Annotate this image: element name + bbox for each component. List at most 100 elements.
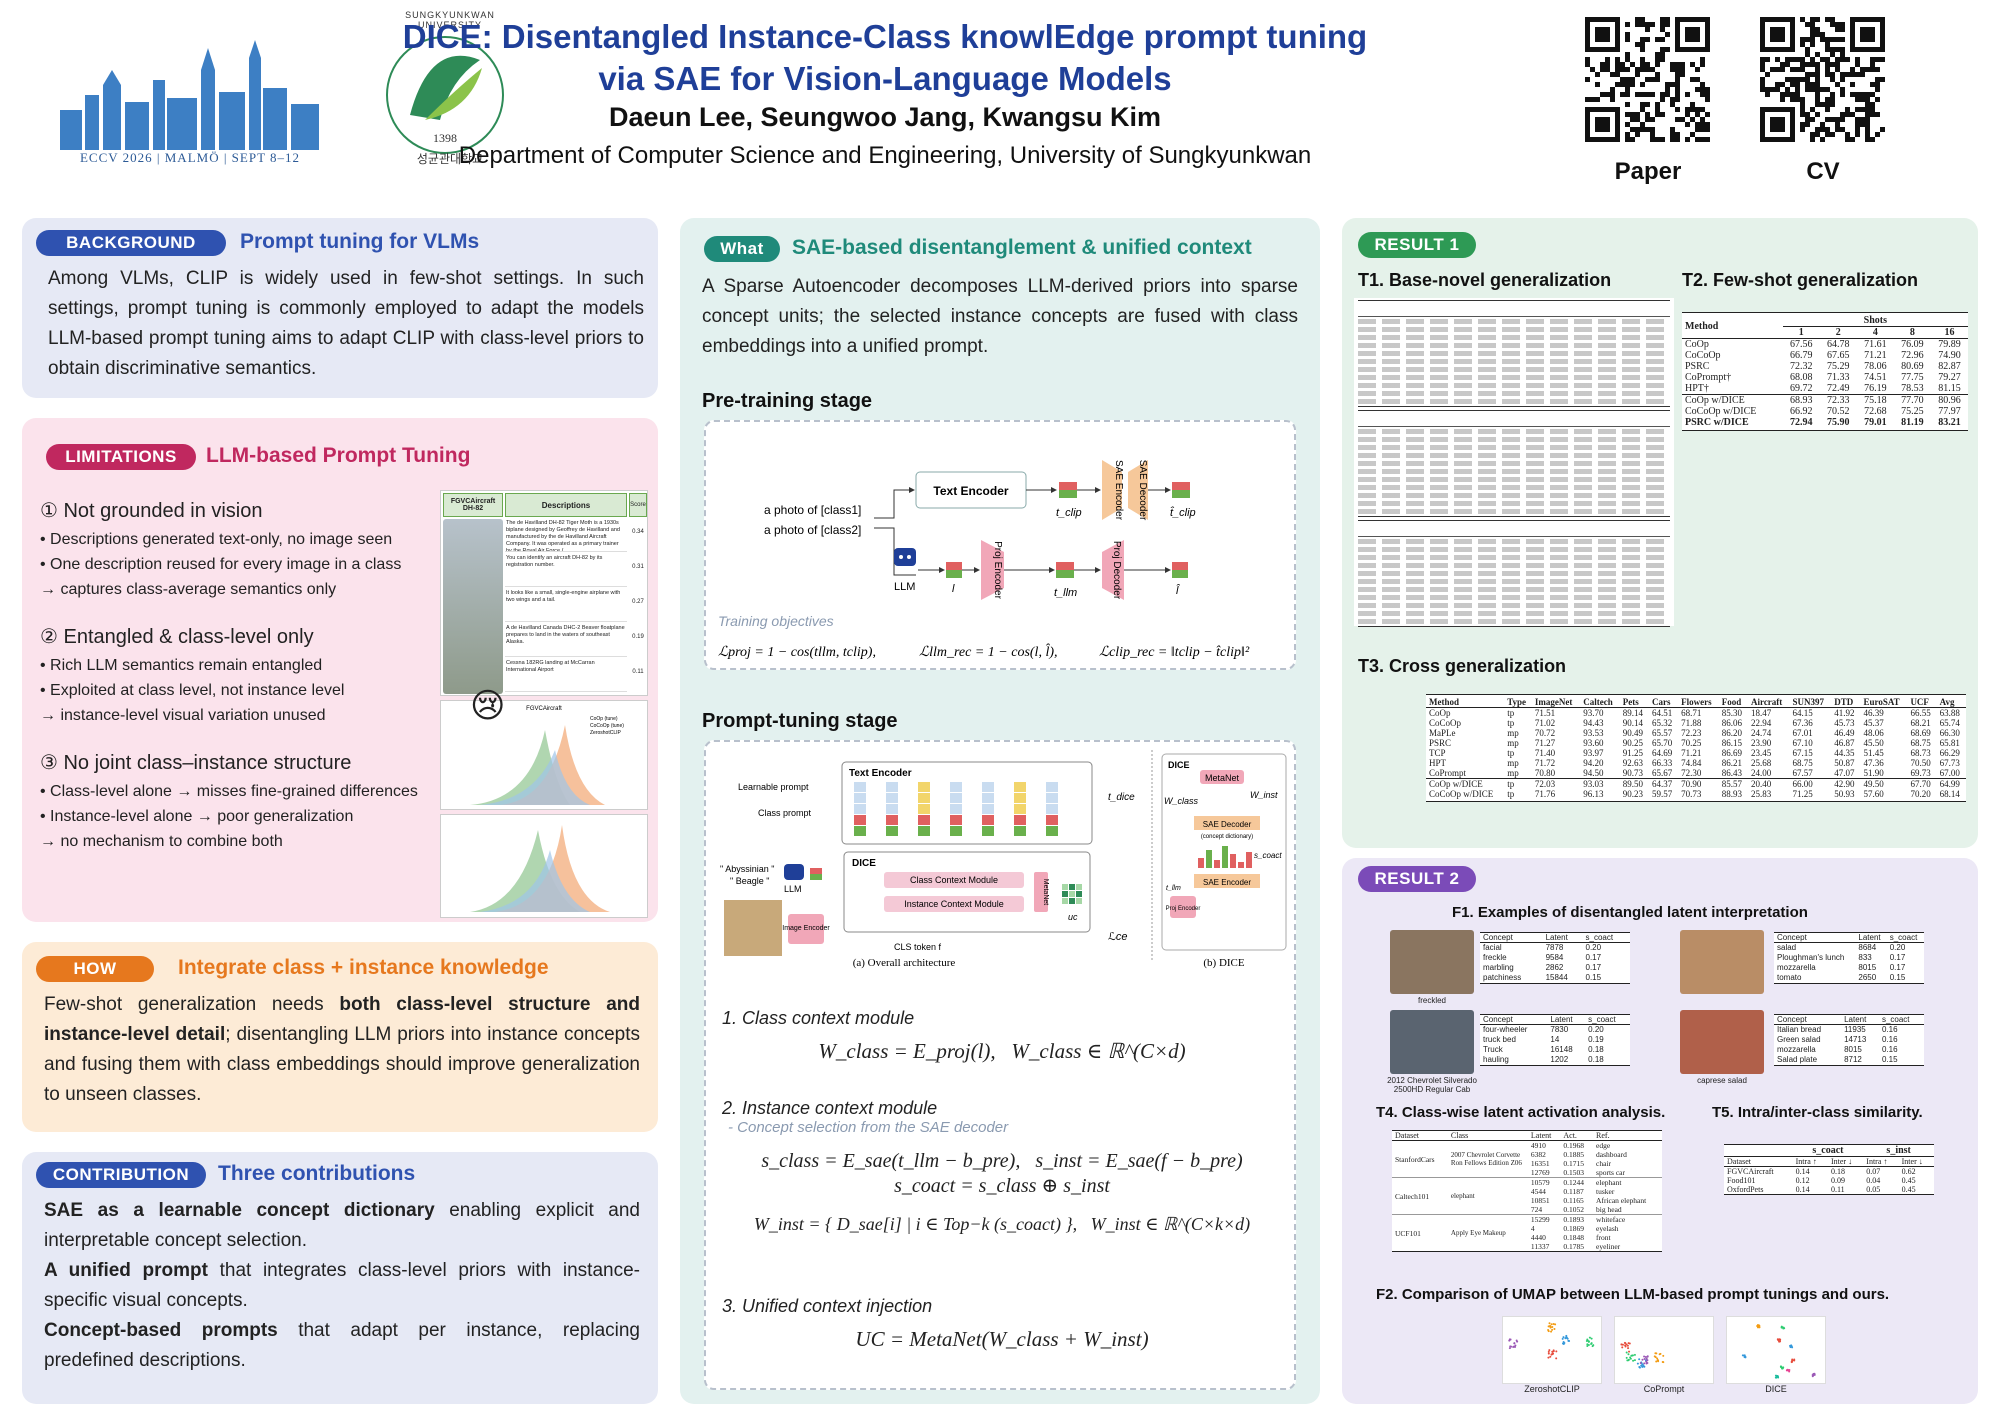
f1-cell: 0.15 bbox=[1889, 973, 1906, 982]
f1-photo-caption: 2012 Chevrolet Silverado 2500HD Regular … bbox=[1387, 1076, 1477, 1094]
f1-cell: 8712 bbox=[1844, 1055, 1862, 1064]
t4-row: StanfordCars 2007 Chevrolet Corvette Ron … bbox=[1392, 1141, 1662, 1167]
qr-cv-icon[interactable] bbox=[1755, 12, 1890, 147]
aircraft-photo bbox=[443, 519, 503, 694]
prompttune-title: Prompt-tuning stage bbox=[702, 710, 898, 732]
t1-row bbox=[1358, 563, 1670, 568]
t3-row: TCP tp 71.40 93.97 91.25 64.69 71.21 86.69 23.45… bbox=[1426, 748, 1966, 758]
t3-cell: 68.75 bbox=[1792, 758, 1813, 768]
f1-cell: 0.17 bbox=[1585, 953, 1602, 962]
t3-head-cell: Caltech bbox=[1580, 697, 1620, 708]
t2-cell: PSRC w/DICE bbox=[1685, 417, 1749, 428]
t4-cell: 0.1187 bbox=[1563, 1187, 1584, 1196]
cap-overall: (a) Overall architecture bbox=[853, 957, 956, 969]
t3-cell: CoPrompt bbox=[1429, 768, 1467, 778]
t3-cell: 71.88 bbox=[1681, 718, 1702, 728]
contribution-pill: CONTRIBUTION bbox=[36, 1162, 206, 1188]
t3-cell: 66.30 bbox=[1939, 728, 1960, 738]
l-ce-label: ℒce bbox=[1108, 931, 1128, 943]
f1-cell: marbling bbox=[1483, 963, 1514, 972]
t2-cell: 72.96 bbox=[1901, 350, 1924, 361]
t5-cell: 0.14 bbox=[1795, 1185, 1810, 1194]
t3-cell: 67.36 bbox=[1792, 718, 1813, 728]
t3-cell: 65.74 bbox=[1939, 718, 1960, 728]
t2-title: T2. Few-shot generalization bbox=[1682, 270, 1919, 290]
t4-cell: whiteface bbox=[1596, 1215, 1626, 1224]
t4-cell: eyeliner bbox=[1596, 1242, 1621, 1251]
t4-cell: 0.1869 bbox=[1563, 1224, 1584, 1233]
t3-cell: 89.14 bbox=[1622, 708, 1643, 718]
t3-cell: 22.94 bbox=[1750, 718, 1772, 728]
t3-cell: 46.87 bbox=[1834, 738, 1855, 748]
t2-cell: 66.79 bbox=[1789, 350, 1813, 361]
f1-cell: Green salad bbox=[1777, 1035, 1821, 1044]
t3-cell: 74.84 bbox=[1681, 758, 1702, 768]
t4-class: Apply Eye Makeup bbox=[1450, 1229, 1506, 1237]
f1-cell: 833 bbox=[1858, 953, 1872, 962]
t2-cell: 64.78 bbox=[1827, 339, 1850, 350]
t3-cell: 67.57 bbox=[1792, 768, 1813, 778]
t2-cell: 74.51 bbox=[1864, 372, 1887, 383]
concept-dict-label: (concept dictionary) bbox=[1201, 834, 1253, 840]
t5-table: s_coact s_inst Dataset Intra ↑ Inter ↓ Intra… bbox=[1724, 1144, 1934, 1195]
t5-title: T5. Intra/inter-class similarity. bbox=[1712, 1104, 1923, 1121]
t2-ours-row: CoCoOp w/DICE 66.92 70.52 72.68 75.25 77.97 bbox=[1682, 406, 1968, 417]
t1-row bbox=[1358, 547, 1670, 552]
pretrain-diagram bbox=[704, 420, 1296, 670]
t4-row: 16351 0.1715 chair bbox=[1392, 1159, 1662, 1168]
t1-row bbox=[1358, 399, 1670, 404]
t3-cell: 68.69 bbox=[1910, 728, 1931, 738]
sae-encoder-b: SAE Encoder bbox=[1203, 878, 1251, 887]
t3-cell: 90.73 bbox=[1622, 768, 1643, 778]
beagle-label: " Beagle " bbox=[730, 876, 769, 886]
module-3: 3. Unified context injection UC = MetaNe… bbox=[722, 1296, 1282, 1352]
t3-cell: 86.06 bbox=[1721, 718, 1743, 728]
what-body: A Sparse Autoencoder decomposes LLM-deri… bbox=[702, 276, 1298, 357]
t2-cell: 80.69 bbox=[1901, 361, 1924, 372]
description-figure: FGVCAircraft DH-82 Descriptions Score Th… bbox=[440, 490, 648, 696]
umap-label: ZeroshotCLIP bbox=[1524, 1384, 1580, 1394]
f1-head: Latent bbox=[1542, 933, 1583, 943]
t4-dataset: StanfordCars bbox=[1395, 1154, 1435, 1164]
description-score: 0.27 bbox=[632, 599, 644, 605]
t2-cell: 68.08 bbox=[1789, 372, 1813, 383]
t3-cell: 45.73 bbox=[1834, 718, 1855, 728]
title-line-1: DICE: Disentangled Instance-Class knowlE… bbox=[402, 18, 1368, 55]
t3-cell: 59.57 bbox=[1651, 789, 1673, 799]
t2-head-cell: 4 bbox=[1856, 326, 1894, 339]
f1-cell: four-wheeler bbox=[1483, 1025, 1528, 1034]
f1-cell: 1202 bbox=[1550, 1055, 1569, 1064]
limitation-3-head: ③ No joint class–instance structure bbox=[40, 752, 352, 774]
f1-cell: 0.17 bbox=[1889, 953, 1906, 962]
t1-title: T1. Base-novel generalization bbox=[1358, 270, 1612, 290]
t2-row: PSRC 72.32 75.29 78.06 80.69 82.87 bbox=[1682, 361, 1968, 372]
t2-cell: CoOp bbox=[1685, 339, 1709, 350]
t3-cell: CoCoOp w/DICE bbox=[1429, 789, 1494, 799]
t3-cell: 23.90 bbox=[1750, 738, 1772, 748]
t3-cell: MaPLe bbox=[1429, 728, 1456, 738]
t2-cell: 71.33 bbox=[1827, 372, 1850, 383]
t4-row: 6382 0.1885 dashboard bbox=[1392, 1150, 1662, 1159]
t3-cell: 72.03 bbox=[1534, 779, 1556, 789]
t4-cell: eyelash bbox=[1596, 1224, 1619, 1233]
t3-cell: TCP bbox=[1429, 748, 1446, 758]
t3-cell: 25.68 bbox=[1750, 758, 1772, 768]
t5-group-inst: s_inst bbox=[1863, 1145, 1934, 1157]
f1-cell: 0.18 bbox=[1588, 1045, 1604, 1054]
f1-cell: tomato bbox=[1777, 973, 1802, 982]
t3-head-cell: DTD bbox=[1831, 697, 1861, 708]
f1-cell: 0.20 bbox=[1585, 943, 1602, 952]
f1-cell: 0.15 bbox=[1585, 973, 1602, 982]
qr-paper-icon[interactable] bbox=[1580, 12, 1715, 147]
t3-cell: 67.15 bbox=[1792, 748, 1813, 758]
t5-cell: 0.05 bbox=[1866, 1185, 1881, 1194]
umap-panel bbox=[1502, 1316, 1602, 1384]
t1-row bbox=[1358, 539, 1670, 544]
cap-dice: (b) DICE bbox=[1203, 957, 1245, 969]
module-1-eq: W_class = E_proj(l), W_class ∈ ℝ^(C×d) bbox=[818, 1039, 1186, 1063]
t3-cell: tp bbox=[1507, 718, 1515, 728]
t4-cell: 10579 bbox=[1530, 1178, 1550, 1187]
t2-cell: 72.33 bbox=[1827, 395, 1850, 406]
t3-head-cell: Flowers bbox=[1678, 697, 1719, 708]
t3-cell: 68.21 bbox=[1910, 718, 1931, 728]
